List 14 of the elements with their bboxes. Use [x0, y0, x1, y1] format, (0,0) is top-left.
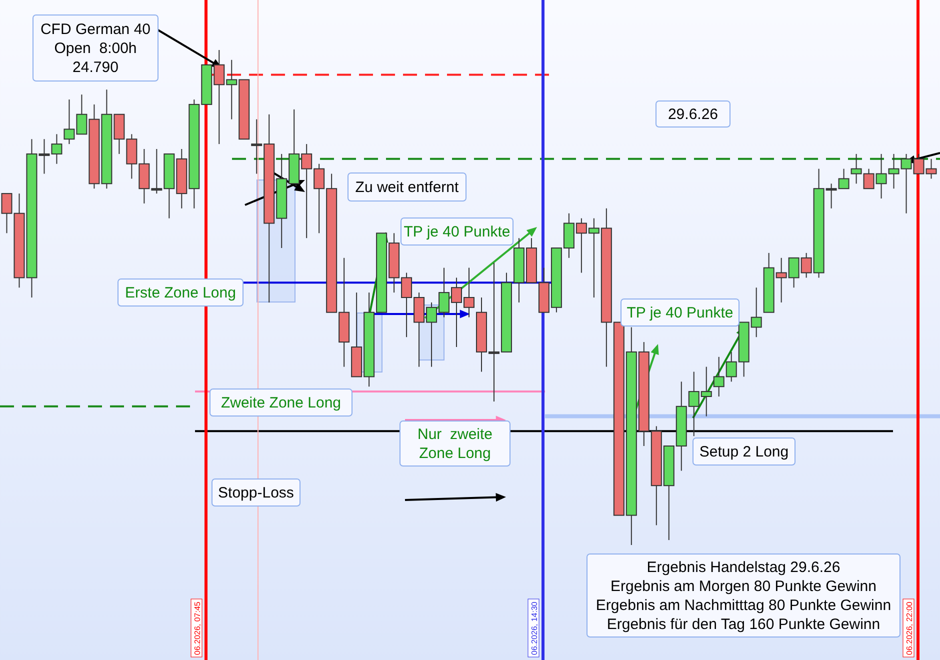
annotation: Zweite Zone Long — [220, 394, 342, 412]
annotation: Erste Zone Long — [125, 284, 236, 302]
annotation: Stopp-Loss — [218, 484, 294, 502]
annotation: Setup 2 Long — [699, 444, 789, 460]
annotation: TP je 40 Punkte — [404, 224, 510, 240]
text: 06.2026, 14:30 — [530, 602, 539, 655]
text: 06.2026, 07:45 — [193, 602, 202, 655]
annotation: Zu weit entfernt — [355, 179, 460, 196]
annotation: 29.6.26 — [668, 106, 718, 123]
annotation: TP je 40 Punkte — [626, 304, 734, 322]
text: Ergebnis Handelstag 29.6.26 Ergebnis am Morgen 80 Punkte Gewinn Ergebnis am Nachmitttag 80 Punkte Gewinn Ergebnis für den Tag 160 Punkte Gewinn — [596, 559, 892, 633]
annotation: Nur zweite Zone Long — [417, 426, 493, 462]
text: 06.2026, 22:00 — [905, 602, 914, 655]
annotation: CFD German 40 Open 8:00h 24.790 — [40, 21, 151, 76]
